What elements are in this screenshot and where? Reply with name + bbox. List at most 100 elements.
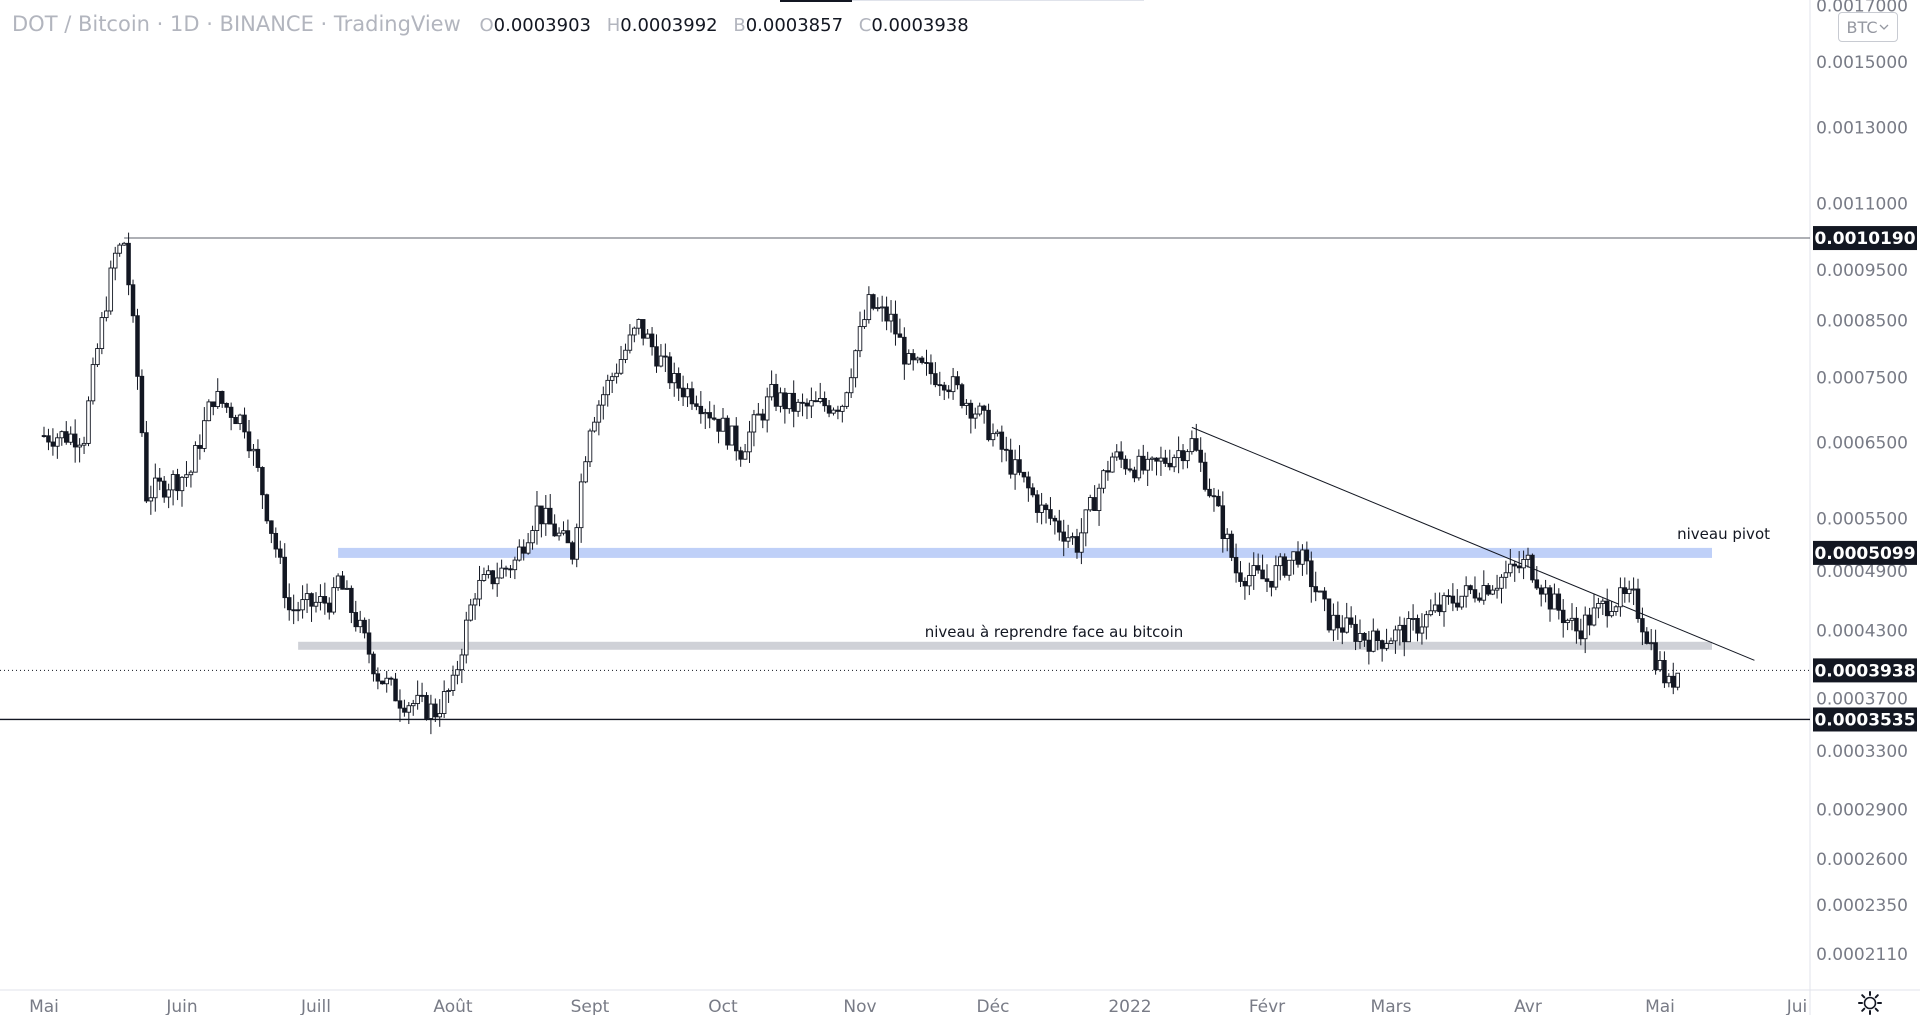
candle-up bbox=[543, 507, 549, 525]
candle-up bbox=[472, 598, 478, 606]
candle-up bbox=[1185, 451, 1190, 462]
candle-up bbox=[450, 674, 456, 691]
candle-down bbox=[1163, 457, 1168, 464]
y-tick-label: 0.0007500 bbox=[1816, 368, 1908, 388]
candle-up bbox=[587, 430, 593, 463]
candle-up bbox=[685, 388, 690, 398]
candle-up bbox=[1499, 576, 1504, 589]
candle-up bbox=[112, 252, 118, 269]
candle-up bbox=[1565, 619, 1570, 624]
y-tick-label: 0.0006500 bbox=[1816, 434, 1908, 454]
candle-up bbox=[121, 242, 127, 246]
candle-down bbox=[1556, 593, 1562, 611]
candle-down bbox=[1295, 551, 1301, 565]
candle-up bbox=[437, 713, 442, 718]
candle-up bbox=[1441, 595, 1447, 613]
price-badge bbox=[1813, 707, 1917, 732]
candle-up bbox=[304, 593, 310, 601]
candle-up bbox=[331, 587, 336, 613]
candle-down bbox=[1052, 517, 1058, 522]
candle-up bbox=[1371, 630, 1376, 652]
candle-up bbox=[1419, 626, 1425, 634]
candle-down bbox=[255, 448, 261, 468]
candle-up bbox=[1114, 451, 1119, 458]
candle-down bbox=[649, 333, 655, 348]
candle-down bbox=[813, 400, 819, 403]
candle-up bbox=[614, 372, 619, 378]
candle-up bbox=[636, 319, 642, 329]
candle-down bbox=[1008, 449, 1013, 475]
candle-up bbox=[1286, 559, 1292, 576]
candle-up bbox=[703, 412, 708, 415]
candle-down bbox=[1587, 614, 1592, 626]
candle-up bbox=[627, 334, 633, 351]
reclaim-zone[interactable] bbox=[298, 641, 1713, 650]
candle-up bbox=[55, 437, 60, 447]
candle-up bbox=[1083, 509, 1089, 534]
candle-down bbox=[800, 401, 805, 404]
candle-up bbox=[1626, 588, 1632, 595]
candle-down bbox=[941, 384, 947, 391]
candle-up bbox=[1459, 595, 1464, 608]
candle-up bbox=[1384, 643, 1389, 649]
high-key: H bbox=[606, 15, 621, 36]
candle-up bbox=[525, 542, 531, 554]
candle-up bbox=[441, 691, 447, 714]
candle-down bbox=[1335, 614, 1341, 629]
candle-up bbox=[486, 570, 491, 575]
candle-down bbox=[1238, 572, 1243, 582]
candle-up bbox=[1039, 504, 1044, 513]
price-badge bbox=[1813, 658, 1917, 683]
candle-up bbox=[809, 400, 814, 407]
candle-down bbox=[640, 319, 646, 339]
candle-down bbox=[822, 397, 827, 407]
currency-button[interactable]: BTC bbox=[1838, 12, 1898, 42]
candle-up bbox=[1432, 604, 1438, 612]
candle-down bbox=[508, 568, 513, 571]
candle-up bbox=[964, 402, 969, 406]
candle-down bbox=[1538, 587, 1544, 595]
candle-up bbox=[1424, 614, 1429, 628]
candle-down bbox=[393, 678, 398, 702]
candle-up bbox=[756, 413, 761, 416]
candle-up bbox=[148, 497, 154, 502]
candle-down bbox=[1118, 451, 1124, 460]
x-tick-label: Sept bbox=[571, 997, 610, 1015]
candle-up bbox=[609, 376, 615, 381]
candle-down bbox=[219, 390, 225, 404]
candle-up bbox=[237, 414, 243, 425]
y-tick-label: 0.0002900 bbox=[1816, 801, 1908, 821]
candle-down bbox=[1560, 609, 1566, 624]
candle-down bbox=[130, 284, 136, 317]
candle-down bbox=[871, 294, 876, 309]
candle-up bbox=[384, 677, 389, 685]
candle-down bbox=[1450, 595, 1456, 604]
candle-down bbox=[1255, 565, 1261, 571]
candle-up bbox=[1569, 617, 1575, 621]
candle-down bbox=[375, 673, 381, 682]
candle-up bbox=[517, 546, 522, 561]
candle-down bbox=[1635, 588, 1641, 620]
candle-up bbox=[857, 326, 863, 352]
candle-down bbox=[340, 575, 345, 590]
symbol-title[interactable]: DOT / Bitcoin · 1D · BINANCE · TradingVi… bbox=[12, 12, 461, 36]
candle-down bbox=[552, 523, 557, 537]
candle-down bbox=[1662, 660, 1667, 684]
candle-up bbox=[1344, 617, 1349, 633]
candle-down bbox=[1322, 590, 1327, 600]
gear-icon[interactable] bbox=[1857, 990, 1883, 1016]
close-key: C bbox=[858, 15, 872, 36]
candle-up bbox=[455, 669, 460, 676]
candle-up bbox=[1273, 565, 1279, 588]
candle-down bbox=[424, 695, 429, 719]
candle-up bbox=[459, 654, 465, 671]
candle-up bbox=[215, 390, 220, 408]
y-tick-label: 0.0008500 bbox=[1816, 312, 1908, 332]
candle-up bbox=[318, 596, 323, 603]
x-tick-label: Nov bbox=[843, 997, 876, 1015]
candle-down bbox=[503, 567, 509, 570]
pivot-zone[interactable] bbox=[338, 547, 1712, 558]
x-tick-label: Déc bbox=[977, 997, 1010, 1015]
downtrend-line[interactable] bbox=[1191, 426, 1755, 661]
